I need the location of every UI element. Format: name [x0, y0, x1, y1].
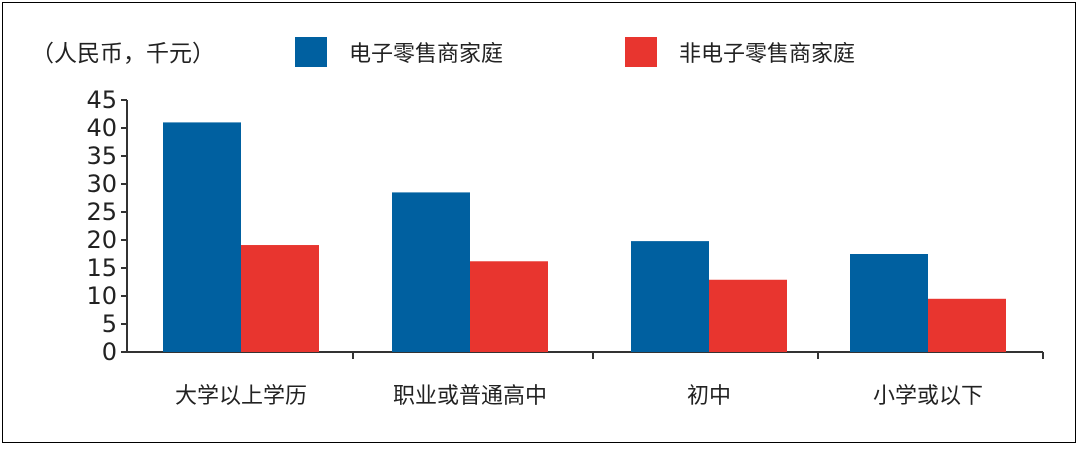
y-tick-label: 5 — [102, 310, 117, 338]
y-tick-label: 45 — [86, 86, 117, 114]
y-tick-label: 30 — [86, 170, 117, 198]
bar-ecommerce — [392, 192, 470, 352]
legend-swatch-non-ecommerce — [625, 37, 657, 67]
legend-label-non-ecommerce: 非电子零售商家庭 — [679, 42, 855, 67]
x-category-label: 大学以上学历 — [175, 384, 307, 409]
bars — [163, 122, 1006, 353]
bar-ecommerce — [631, 241, 709, 352]
bar-ecommerce — [163, 122, 241, 353]
category-labels: 大学以上学历 职业或普通高中 初中 小学或以下 — [175, 384, 983, 409]
legend-swatch-ecommerce — [295, 37, 327, 67]
bar-non-ecommerce — [470, 261, 548, 352]
legend: 电子零售商家庭 非电子零售商家庭 — [295, 37, 855, 67]
x-category-label: 小学或以下 — [873, 384, 983, 409]
legend-label-ecommerce: 电子零售商家庭 — [349, 42, 503, 67]
bar-ecommerce — [850, 254, 928, 352]
bar-non-ecommerce — [241, 245, 319, 352]
y-tick-label: 40 — [86, 114, 117, 142]
y-tick-label: 35 — [86, 142, 117, 170]
bar-non-ecommerce — [928, 298, 1006, 352]
x-category-label: 职业或普通高中 — [393, 384, 547, 409]
chart-frame: （人民币，千元） 电子零售商家庭 非电子零售商家庭 0 5 10 15 20 25 30 35… — [2, 2, 1076, 443]
x-category-label: 初中 — [687, 384, 731, 409]
y-tick-label: 20 — [86, 226, 117, 254]
y-tick-label: 0 — [102, 338, 117, 366]
y-tick-label: 25 — [86, 198, 117, 226]
bar-non-ecommerce — [709, 279, 787, 352]
bar-chart: （人民币，千元） 电子零售商家庭 非电子零售商家庭 05101520253035… — [31, 37, 1044, 409]
y-tick-label: 10 — [86, 282, 117, 310]
y-tick-label: 15 — [86, 254, 117, 282]
unit-label: （人民币，千元） — [31, 41, 215, 67]
